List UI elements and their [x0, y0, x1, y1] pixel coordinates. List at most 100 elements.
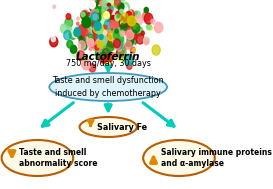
Circle shape — [79, 36, 85, 44]
Circle shape — [95, 25, 99, 31]
Circle shape — [99, 52, 107, 63]
Circle shape — [97, 33, 103, 40]
Circle shape — [131, 30, 137, 37]
Circle shape — [64, 30, 71, 40]
Circle shape — [81, 12, 85, 17]
Circle shape — [117, 14, 120, 18]
Circle shape — [119, 32, 127, 43]
Circle shape — [87, 38, 94, 47]
Circle shape — [112, 38, 117, 45]
Circle shape — [106, 17, 114, 26]
Circle shape — [125, 18, 129, 23]
Circle shape — [111, 8, 118, 16]
Circle shape — [111, 43, 114, 47]
Circle shape — [91, 12, 98, 21]
Circle shape — [86, 21, 90, 26]
Circle shape — [120, 31, 125, 36]
Circle shape — [116, 19, 120, 23]
Circle shape — [111, 29, 115, 34]
Circle shape — [100, 16, 106, 23]
Circle shape — [151, 19, 155, 24]
Circle shape — [100, 14, 109, 25]
Circle shape — [104, 25, 110, 32]
Circle shape — [115, 28, 121, 36]
Circle shape — [120, 43, 124, 50]
Circle shape — [155, 22, 163, 33]
Circle shape — [119, 25, 122, 29]
Circle shape — [112, 39, 115, 43]
Circle shape — [117, 11, 121, 16]
Circle shape — [76, 28, 85, 38]
Circle shape — [103, 10, 111, 20]
Circle shape — [100, 25, 104, 30]
Circle shape — [99, 35, 103, 40]
Circle shape — [91, 21, 99, 31]
Circle shape — [115, 14, 120, 21]
Circle shape — [82, 59, 90, 70]
Circle shape — [94, 11, 100, 19]
Circle shape — [106, 34, 111, 41]
Circle shape — [135, 27, 143, 36]
Circle shape — [125, 41, 132, 49]
Circle shape — [77, 32, 82, 39]
Circle shape — [100, 2, 108, 13]
Circle shape — [121, 22, 127, 29]
Circle shape — [132, 23, 140, 33]
Circle shape — [102, 13, 105, 17]
Circle shape — [100, 36, 109, 47]
Circle shape — [118, 47, 121, 51]
Circle shape — [97, 25, 105, 35]
Circle shape — [69, 30, 76, 39]
Circle shape — [87, 19, 90, 22]
Circle shape — [116, 27, 120, 31]
Circle shape — [109, 8, 114, 14]
Circle shape — [98, 26, 106, 36]
Circle shape — [103, 32, 106, 36]
Circle shape — [77, 51, 85, 60]
Circle shape — [111, 53, 115, 57]
Circle shape — [133, 34, 138, 39]
Circle shape — [117, 4, 122, 11]
Circle shape — [95, 36, 100, 42]
Text: Salivary Fe: Salivary Fe — [97, 122, 147, 132]
Circle shape — [104, 26, 106, 29]
Circle shape — [104, 25, 110, 33]
Circle shape — [94, 14, 101, 22]
Circle shape — [98, 29, 101, 33]
Circle shape — [114, 26, 121, 35]
Circle shape — [72, 28, 79, 38]
Circle shape — [105, 6, 108, 10]
Circle shape — [124, 23, 129, 29]
Circle shape — [118, 23, 123, 29]
Circle shape — [118, 27, 124, 36]
Circle shape — [122, 31, 129, 40]
Circle shape — [140, 38, 143, 43]
Circle shape — [106, 31, 112, 39]
Circle shape — [93, 29, 96, 33]
Circle shape — [100, 1, 104, 6]
Circle shape — [96, 24, 99, 28]
Circle shape — [103, 32, 108, 38]
Circle shape — [82, 29, 88, 37]
Circle shape — [120, 13, 128, 23]
Circle shape — [135, 11, 137, 14]
Circle shape — [83, 10, 88, 17]
Circle shape — [120, 26, 126, 34]
Circle shape — [93, 35, 98, 42]
Circle shape — [120, 5, 128, 15]
Circle shape — [97, 0, 102, 4]
Circle shape — [88, 17, 93, 23]
Circle shape — [89, 36, 93, 41]
Circle shape — [109, 6, 113, 12]
Circle shape — [93, 9, 100, 17]
Circle shape — [96, 27, 103, 37]
Circle shape — [88, 17, 95, 26]
Circle shape — [90, 0, 95, 8]
Ellipse shape — [2, 140, 73, 176]
Circle shape — [108, 22, 111, 26]
Circle shape — [111, 33, 117, 40]
Circle shape — [110, 25, 114, 30]
Circle shape — [84, 35, 92, 46]
Circle shape — [97, 41, 103, 48]
Ellipse shape — [79, 117, 137, 137]
